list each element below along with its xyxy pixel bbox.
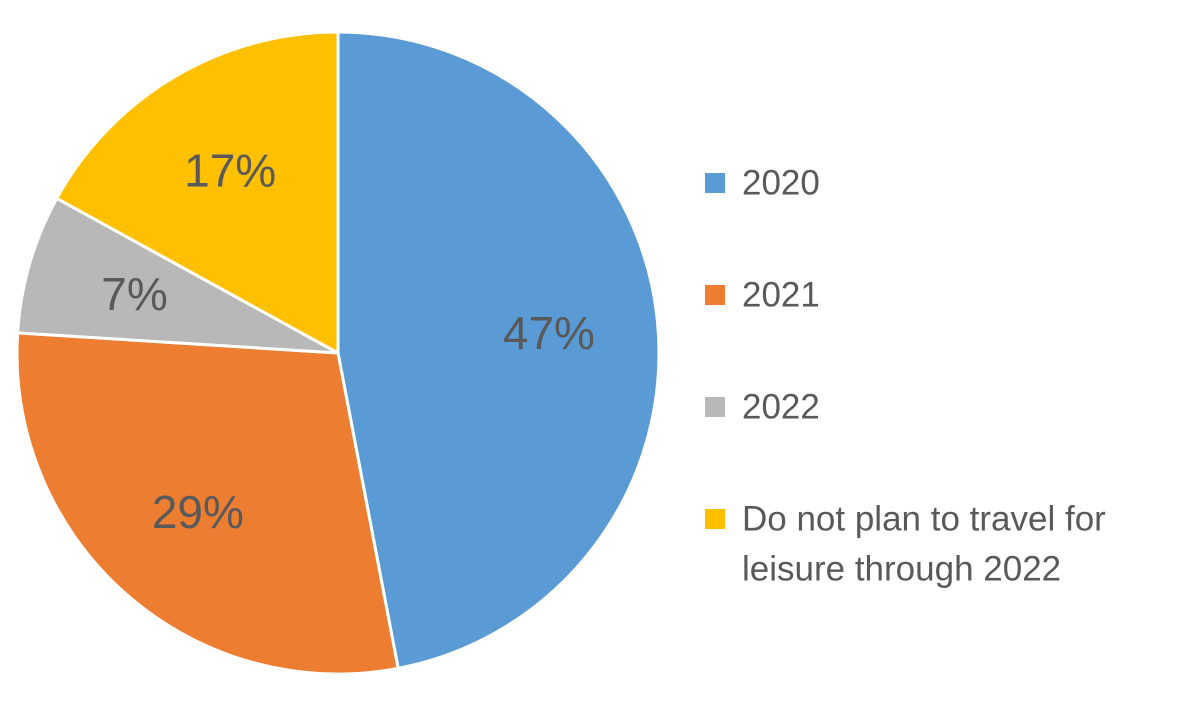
- data-label-1: 29%: [152, 486, 244, 538]
- legend-swatch-3: [705, 509, 725, 529]
- pie-slice-3: [55, 30, 340, 355]
- pie-slices: [15, 30, 661, 676]
- legend-label-3-line-1: leisure through 2022: [742, 550, 1061, 589]
- legend-label-0: 2020: [742, 164, 820, 203]
- legend-swatch-0: [705, 173, 725, 193]
- pie-slice-0: [336, 30, 661, 670]
- data-label-0: 47%: [503, 307, 595, 359]
- pie-data-labels: 47% 29% 7% 17%: [101, 145, 595, 538]
- legend-label-3-line-0: Do not plan to travel for: [742, 500, 1106, 539]
- legend-label-1: 2021: [742, 276, 820, 315]
- data-label-2: 7%: [101, 268, 167, 320]
- data-label-3: 17%: [184, 145, 276, 197]
- legend: 2020 2021 2022 Do not plan to travel for lei…: [705, 164, 1106, 589]
- legend-swatch-2: [705, 397, 725, 417]
- legend-swatch-1: [705, 285, 725, 305]
- pie-slice-2: [16, 196, 340, 355]
- pie-slice-1: [15, 331, 400, 676]
- legend-label-2: 2022: [742, 388, 820, 427]
